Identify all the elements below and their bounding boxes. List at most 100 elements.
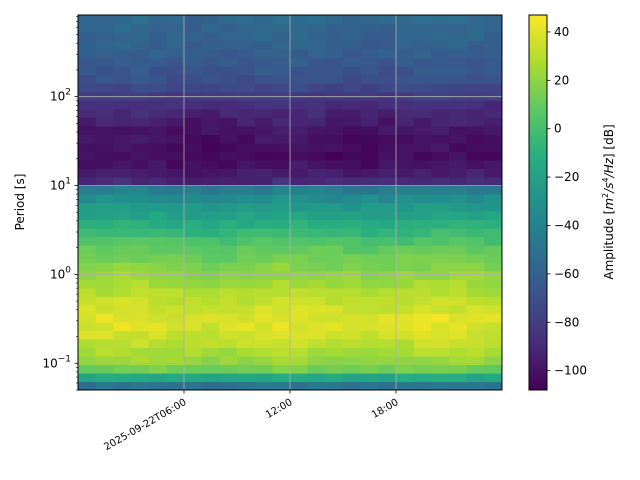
heatmap-cell (201, 304, 220, 314)
heatmap-cell (449, 142, 468, 152)
heatmap-cell (431, 270, 450, 280)
heatmap-cell (325, 330, 344, 340)
heatmap-cell (254, 142, 273, 152)
heatmap-cell (449, 270, 468, 280)
heatmap-cell (466, 219, 485, 229)
heatmap-cell (166, 74, 185, 84)
heatmap-cell (148, 270, 167, 280)
heatmap-cell (272, 211, 291, 221)
colorbar (528, 14, 548, 391)
heatmap-cell (184, 134, 203, 144)
heatmap-cell (413, 364, 432, 374)
heatmap-cell (431, 202, 450, 212)
heatmap-cell (290, 236, 309, 246)
heatmap-cell (378, 321, 397, 331)
heatmap-cell (237, 134, 256, 144)
heatmap-cell (272, 270, 291, 280)
heatmap-cell (184, 151, 203, 161)
heatmap-cell (484, 74, 502, 84)
heatmap-cell (78, 296, 97, 306)
heatmap-cell (78, 381, 97, 390)
heatmap-cell (237, 253, 256, 263)
heatmap-cell (484, 313, 502, 323)
heatmap-cell (131, 279, 150, 289)
heatmap-cell (113, 57, 132, 67)
heatmap-cell (484, 91, 502, 101)
heatmap-cell (219, 321, 238, 331)
heatmap-cell (466, 83, 485, 93)
heatmap-cell (166, 296, 185, 306)
heatmap-cell (484, 23, 502, 33)
heatmap-cell (95, 91, 114, 101)
heatmap-cell (431, 108, 450, 118)
heatmap-cell (378, 381, 397, 390)
heatmap-cell (378, 313, 397, 323)
heatmap-cell (184, 57, 203, 67)
heatmap-cell (449, 49, 468, 59)
heatmap-cell (148, 125, 167, 135)
heatmap-cell (219, 245, 238, 255)
heatmap-cell (413, 185, 432, 195)
heatmap-cell (484, 176, 502, 187)
heatmap-cell (184, 49, 203, 59)
heatmap-cell (78, 211, 97, 221)
heatmap-cell (484, 330, 502, 340)
heatmap-cell (343, 245, 362, 255)
heatmap-cell (113, 134, 132, 144)
heatmap-cell (131, 108, 150, 118)
heatmap-cell (95, 330, 114, 340)
heatmap-cell (166, 253, 185, 263)
heatmap-cell (113, 117, 132, 127)
heatmap-cell (166, 159, 185, 170)
heatmap-cell (131, 168, 150, 178)
heatmap-cell (148, 108, 167, 118)
heatmap-cell (272, 66, 291, 76)
heatmap-cell (343, 304, 362, 314)
heatmap-cell (237, 338, 256, 348)
heatmap-cell (325, 100, 344, 110)
heatmap-cell (131, 66, 150, 76)
heatmap-cell (378, 108, 397, 118)
heatmap-cell (484, 168, 502, 178)
heatmap-cell (148, 168, 167, 178)
heatmap-cell (343, 40, 362, 50)
heatmap-cell (290, 142, 309, 152)
heatmap-cell (201, 338, 220, 348)
heatmap-cell (343, 108, 362, 118)
y-tick-label: 10−1 (42, 354, 71, 370)
heatmap-cell (166, 125, 185, 135)
heatmap-cell (237, 304, 256, 314)
heatmap-cell (449, 347, 468, 357)
heatmap-cell (466, 151, 485, 161)
heatmap-cell (148, 134, 167, 144)
heatmap-cell (360, 330, 379, 340)
heatmap-cell (413, 381, 432, 390)
heatmap-cell (131, 245, 150, 255)
heatmap-cell (95, 83, 114, 93)
x-tick-label: 12:00 (264, 397, 294, 421)
heatmap-cell (431, 185, 450, 195)
heatmap-cell (343, 23, 362, 33)
heatmap-cell (78, 74, 97, 84)
heatmap-cell (254, 211, 273, 221)
heatmap-cell (219, 296, 238, 306)
heatmap-cell (272, 355, 291, 366)
heatmap-cell (431, 364, 450, 374)
heatmap-cell (113, 304, 132, 314)
heatmap-cell (466, 159, 485, 170)
heatmap-cell (360, 100, 379, 110)
heatmap-cell (449, 219, 468, 229)
heatmap-cell (254, 159, 273, 170)
heatmap-cell (254, 245, 273, 255)
heatmap-cell (325, 151, 344, 161)
heatmap-cell (307, 355, 326, 366)
heatmap-cell (307, 142, 326, 152)
heatmap-cell (431, 381, 450, 390)
heatmap-cell (325, 74, 344, 84)
heatmap-cell (113, 176, 132, 187)
heatmap-cell (290, 381, 309, 390)
heatmap-cell (95, 372, 114, 383)
heatmap-cell (113, 355, 132, 366)
heatmap-cell (466, 364, 485, 374)
heatmap-cell (449, 185, 468, 195)
